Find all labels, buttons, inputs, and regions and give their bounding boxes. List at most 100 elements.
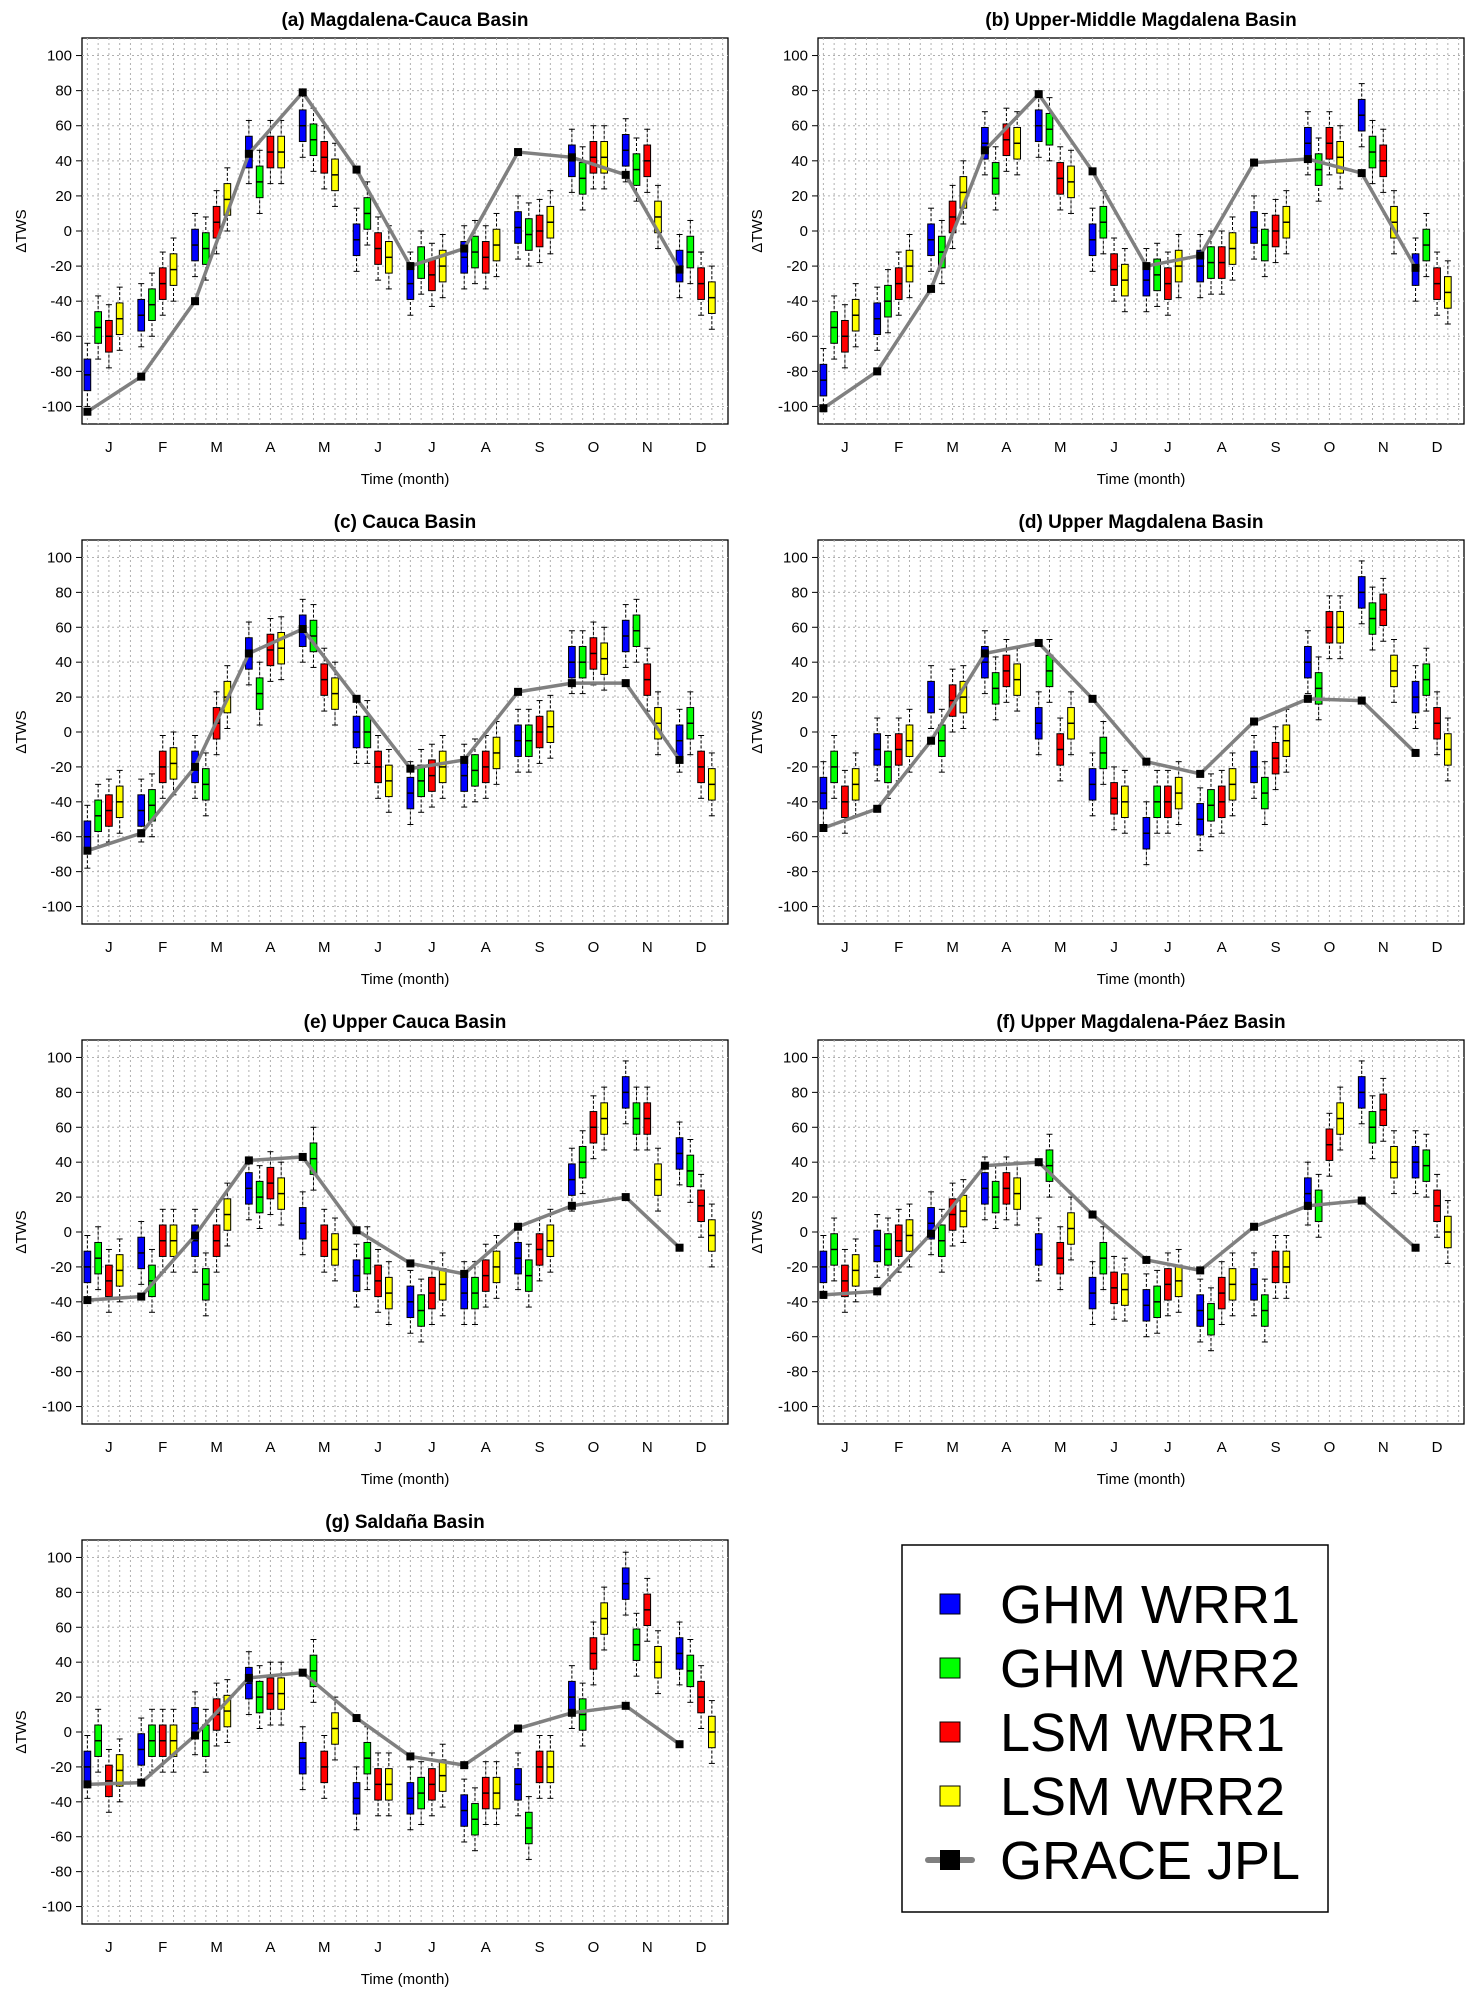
y-tick-label: 100: [47, 1549, 72, 1566]
y-tick-label: -100: [778, 1399, 808, 1416]
y-tick-label: 40: [55, 1654, 72, 1671]
y-tick-label: 0: [800, 1224, 808, 1241]
y-tick-label: 60: [55, 118, 72, 135]
y-tick-label: -40: [50, 1794, 72, 1811]
grace-point: [1303, 155, 1312, 164]
grace-point: [137, 829, 146, 838]
y-tick-label: 40: [791, 153, 808, 170]
y-axis-label: ΔTWS: [13, 209, 30, 252]
grace-point: [567, 1201, 576, 1210]
x-tick-label: O: [1324, 939, 1336, 956]
y-tick-label: -20: [786, 759, 808, 776]
x-tick-label: A: [481, 939, 491, 956]
chart-panel: -100 -80 -60 -40 -20 0 20 40 60 80 100 J F M A M J J A S O N D…: [749, 1012, 1465, 1488]
y-tick-label: 80: [791, 584, 808, 601]
y-tick-label: 80: [55, 83, 72, 100]
grace-point: [819, 824, 828, 832]
y-tick-label: -60: [50, 829, 72, 846]
y-tick-label: -80: [50, 363, 72, 380]
x-tick-label: S: [1271, 1439, 1281, 1456]
x-tick-label: A: [481, 1939, 491, 1956]
x-tick-label: A: [1001, 939, 1011, 956]
x-axis-label: Time (month): [361, 1971, 450, 1988]
y-tick-label: 100: [47, 1049, 72, 1066]
y-tick-label: 60: [791, 1119, 808, 1136]
grace-point: [1034, 638, 1043, 647]
grace-point: [298, 1152, 307, 1161]
legend: GHM WRR1 GHM WRR2 LSM WRR1 LSM WRR2 GRAC…: [901, 1544, 1329, 1913]
x-tick-label: A: [481, 439, 491, 456]
grace-point: [83, 407, 92, 416]
x-axis-label: Time (month): [1097, 471, 1186, 488]
panel-title: (g) Saldaña Basin: [325, 1512, 484, 1533]
y-tick-label: -100: [778, 398, 808, 415]
y-tick-label: -60: [50, 328, 72, 345]
grace-point: [1034, 90, 1043, 99]
grace-point: [244, 149, 253, 158]
x-tick-label: M: [318, 1939, 331, 1956]
y-tick-label: -20: [786, 258, 808, 275]
x-tick-label: J: [841, 939, 849, 956]
grace-point: [1357, 169, 1366, 178]
x-tick-label: J: [1110, 439, 1118, 456]
y-tick-label: 60: [791, 118, 808, 135]
grace-point: [514, 687, 523, 696]
chart-panel: -100 -80 -60 -40 -20 0 20 40 60 80 100 J F M A M J J A S O N D…: [13, 1012, 729, 1488]
x-tick-label: A: [1001, 439, 1011, 456]
x-tick-label: O: [1324, 439, 1336, 456]
grace-point: [83, 1296, 92, 1305]
y-tick-label: 80: [791, 1084, 808, 1101]
x-axis-label: Time (month): [1097, 1471, 1186, 1488]
grace-point: [980, 146, 989, 155]
y-tick-label: 20: [791, 188, 808, 205]
grace-point: [1250, 717, 1259, 726]
y-axis-label: ΔTWS: [749, 209, 766, 252]
x-tick-label: S: [1271, 939, 1281, 956]
grace-line: [822, 91, 1418, 410]
y-tick-label: 80: [791, 83, 808, 100]
x-tick-label: D: [696, 939, 707, 956]
x-tick-label: A: [265, 939, 275, 956]
grace-point: [1250, 1222, 1259, 1231]
x-tick-label: J: [374, 1939, 382, 1956]
x-tick-label: J: [105, 1439, 113, 1456]
x-tick-label: M: [318, 939, 331, 956]
x-tick-label: N: [642, 439, 653, 456]
grace-point: [406, 262, 415, 271]
grace-point: [1088, 167, 1097, 176]
y-tick-label: -40: [786, 1294, 808, 1311]
grace-point: [514, 1724, 523, 1733]
y-tick-label: 80: [55, 584, 72, 601]
x-tick-label: M: [210, 439, 223, 456]
x-tick-label: M: [1054, 1439, 1067, 1456]
x-tick-label: J: [374, 939, 382, 956]
grace-point: [675, 265, 684, 274]
x-tick-label: N: [1378, 939, 1389, 956]
grace-point: [927, 284, 936, 293]
x-tick-label: O: [1324, 1439, 1336, 1456]
grace-point: [191, 297, 200, 306]
grace-line: [87, 1670, 681, 1787]
x-tick-label: N: [642, 1439, 653, 1456]
y-axis-label: ΔTWS: [13, 1710, 30, 1753]
x-tick-label: J: [105, 939, 113, 956]
x-tick-label: F: [158, 939, 167, 956]
y-tick-label: 60: [791, 619, 808, 636]
x-tick-label: F: [158, 1939, 167, 1956]
y-tick-label: 20: [55, 1189, 72, 1206]
x-tick-label: D: [696, 1939, 707, 1956]
x-tick-label: M: [318, 439, 331, 456]
grace-point: [352, 694, 361, 703]
grace-point: [1196, 769, 1205, 778]
y-tick-label: -60: [786, 829, 808, 846]
y-tick-label: 40: [791, 1154, 808, 1171]
grace-point: [675, 755, 684, 764]
x-tick-label: A: [265, 1939, 275, 1956]
grace-point: [1196, 1266, 1205, 1275]
y-tick-label: 40: [55, 654, 72, 671]
y-axis-label: ΔTWS: [13, 710, 30, 753]
plot-frame: [817, 1039, 1465, 1425]
x-tick-label: J: [841, 439, 849, 456]
grace-point: [1196, 251, 1205, 260]
